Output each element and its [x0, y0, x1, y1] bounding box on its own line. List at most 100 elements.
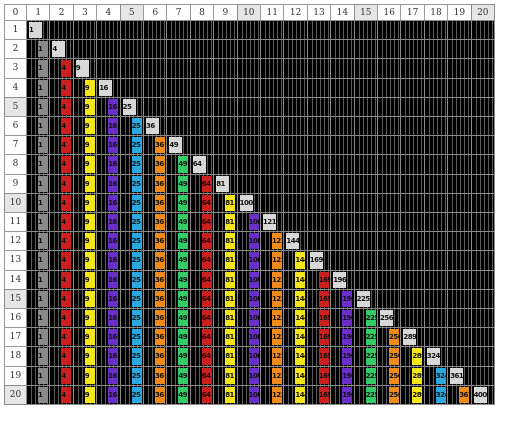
grid-cell: 1: [26, 288, 51, 309]
cell-stripe: [58, 366, 60, 385]
cell-stripe: [253, 155, 255, 174]
cell-stripe: [417, 270, 419, 289]
cell-stripe: [413, 289, 415, 308]
cell-stripe: [456, 309, 458, 328]
cell-stripe: [148, 78, 149, 97]
grid-cell: [96, 20, 121, 41]
cell-stripe: [444, 174, 446, 193]
cell-stripe: [409, 385, 411, 404]
cell-stripe: [456, 174, 458, 193]
cell-stripe: [222, 347, 224, 366]
grid-cell: 36: [143, 212, 168, 233]
cell-stripe: [277, 40, 278, 59]
cell-stripe: [124, 347, 126, 366]
cell-stripe: [347, 78, 349, 97]
cell-stripe: [382, 155, 383, 174]
cell-stripe: [413, 193, 415, 212]
cell-stripe: [54, 385, 56, 404]
cell-stripe: [296, 117, 298, 136]
square-value: 100: [248, 367, 259, 384]
cell-stripe: [347, 213, 349, 232]
grid-cell: [447, 116, 472, 137]
cell-stripe: [370, 289, 372, 308]
cell-stripe: [440, 251, 442, 270]
cell-stripe: [218, 193, 220, 212]
cell-stripe: [198, 174, 200, 193]
grid-cell: 1: [26, 308, 51, 329]
square-value: 1: [38, 156, 48, 173]
cell-stripe: [432, 270, 434, 289]
cell-stripe: [245, 174, 247, 193]
cell-stripe: [105, 193, 107, 212]
cell-stripe: [81, 78, 83, 97]
cell-stripe: [390, 289, 391, 308]
cell-stripe: [405, 193, 407, 212]
cell-stripe: [269, 385, 270, 404]
square-value: 25: [131, 214, 142, 231]
grid-cell: 16: [96, 384, 121, 405]
grid-cell: 256: [377, 308, 402, 329]
cell-stripe: [440, 289, 442, 308]
square-value: 16: [108, 156, 119, 173]
cell-stripe: [483, 174, 485, 193]
grid-cell: 100: [236, 212, 261, 233]
square-value: 9: [84, 348, 95, 365]
cell-stripe: [58, 97, 60, 116]
cell-stripe: [245, 347, 247, 366]
cell-stripe: [343, 213, 345, 232]
cell-stripe: [152, 213, 153, 232]
cell-stripe: [292, 40, 294, 59]
grid-cell: 9: [72, 154, 98, 175]
cell-stripe: [234, 136, 236, 155]
cell-stripe: [339, 347, 341, 366]
cell-stripe: [218, 328, 220, 347]
square-value: 81: [225, 329, 236, 346]
grid-cell: [260, 192, 285, 213]
cell-stripe: [128, 385, 130, 404]
cell-stripe: [292, 213, 294, 232]
cell-stripe: [405, 270, 407, 289]
cell-stripe: [85, 40, 87, 59]
column-header: 19: [447, 4, 472, 21]
cell-stripe: [339, 366, 341, 385]
cell-stripe: [269, 117, 270, 136]
grid-cell: 49: [166, 212, 191, 233]
square-value: 4: [61, 175, 72, 192]
grid-cell: 1: [26, 346, 51, 367]
cell-stripe: [409, 232, 411, 251]
cell-stripe: [234, 155, 236, 174]
cell-stripe: [183, 59, 185, 78]
cell-stripe: [128, 40, 130, 59]
grid-cell: 9: [72, 96, 98, 117]
cell-stripe: [156, 59, 157, 78]
cell-stripe: [101, 97, 103, 116]
grid-cell: 289: [400, 365, 425, 386]
cell-stripe: [187, 136, 189, 155]
square-value: 144: [295, 271, 306, 288]
cell-stripe: [452, 270, 454, 289]
square-value: 49: [178, 367, 189, 384]
column-header: 15: [353, 4, 378, 21]
cell-stripe: [198, 232, 200, 251]
cell-stripe: [175, 59, 177, 78]
cell-stripe: [198, 328, 200, 347]
square-value: 49: [178, 348, 189, 365]
cell-stripe: [440, 270, 442, 289]
cell-stripe: [327, 136, 329, 155]
cell-stripe: [277, 117, 278, 136]
cell-stripe: [444, 213, 446, 232]
cell-stripe: [128, 59, 130, 78]
cell-stripe: [362, 136, 364, 155]
cell-stripe: [382, 40, 383, 59]
grid-cell: 169: [306, 250, 332, 271]
cell-stripe: [362, 328, 364, 347]
cell-stripe: [315, 328, 317, 347]
cell-stripe: [304, 174, 306, 193]
row-header: 3: [4, 58, 27, 79]
cell-stripe: [175, 251, 177, 270]
cell-stripe: [54, 78, 56, 97]
cell-stripe: [54, 97, 56, 116]
square-value: 1: [38, 386, 48, 403]
grid-cell: [447, 231, 472, 252]
cell-stripe: [460, 328, 462, 347]
